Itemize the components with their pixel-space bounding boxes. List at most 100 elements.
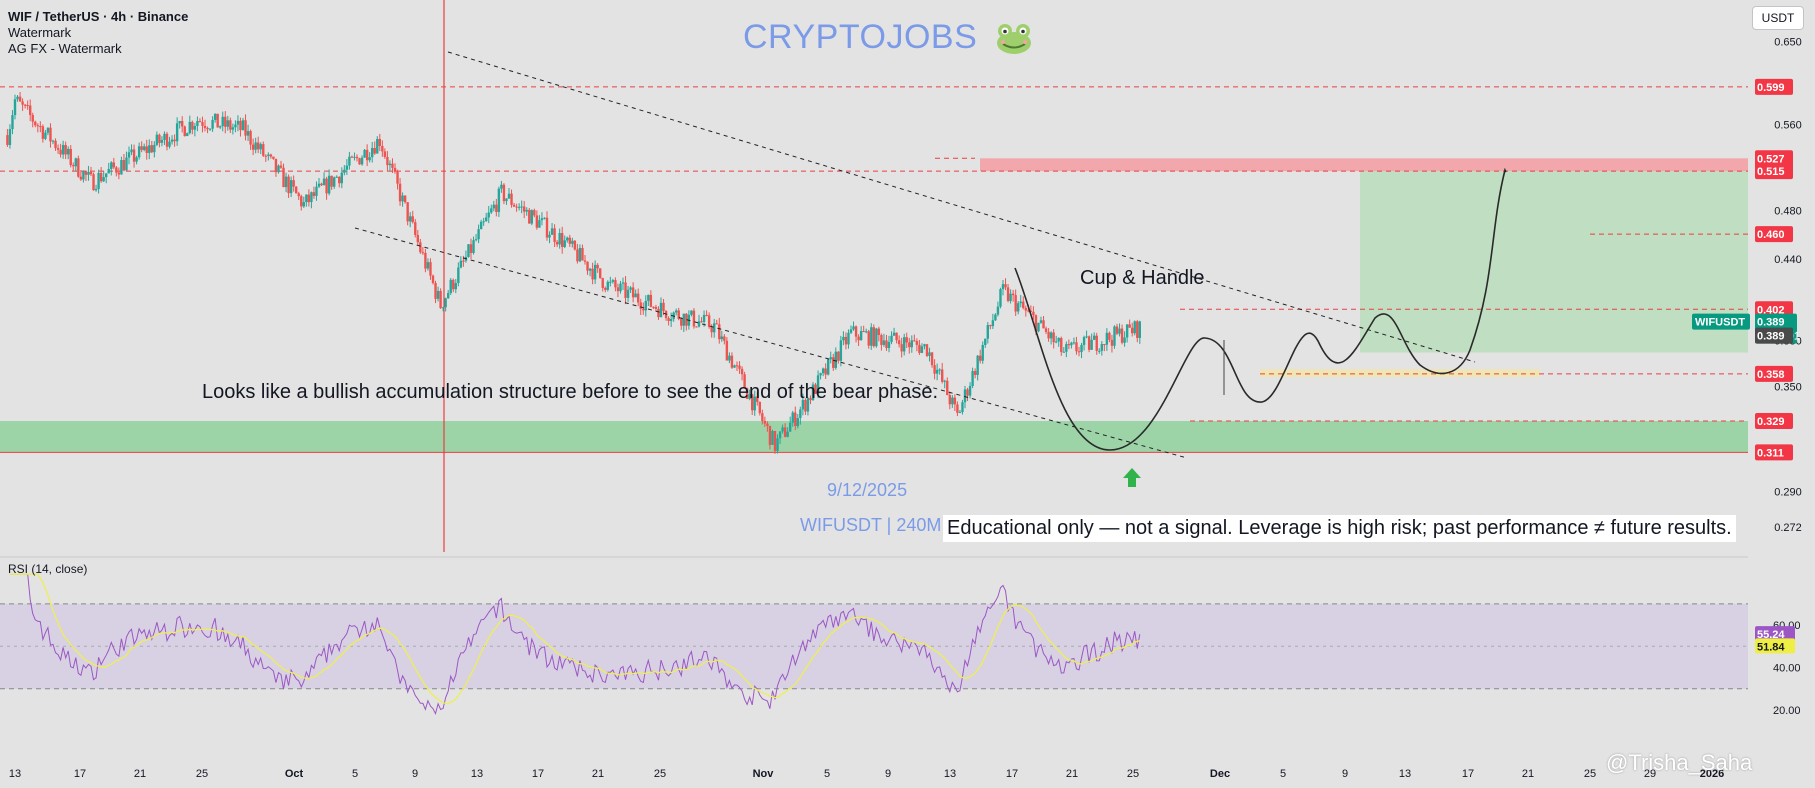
candle-up [834, 351, 837, 368]
brand-name: CRYPTOJOBS [743, 18, 978, 56]
candle-up [621, 282, 625, 284]
symbol-watermark: WIFUSDT | 240M [800, 515, 942, 535]
candle-up [578, 247, 582, 262]
candle-down [1115, 326, 1119, 334]
candle-down [421, 252, 425, 254]
time-tick-label: 17 [1462, 768, 1474, 780]
candle-down [1004, 284, 1007, 288]
candle-up [267, 154, 270, 156]
currency-selector[interactable]: USDT [1752, 6, 1804, 30]
resistance-zone [980, 158, 1748, 172]
candle-down [933, 365, 936, 374]
candle-up [505, 198, 508, 202]
candle-up [467, 244, 470, 257]
price-axis-bg [1748, 0, 1815, 788]
price-tick-label: 0.440 [1774, 254, 1802, 266]
candle-up [343, 169, 346, 173]
candle-down [946, 380, 949, 396]
candle-up [801, 400, 805, 410]
candle-up [1037, 322, 1040, 332]
candle-down [140, 146, 143, 150]
time-tick-label: 17 [74, 768, 86, 780]
candle-up [102, 177, 105, 182]
candle-up [160, 139, 164, 143]
candle-down [54, 140, 57, 149]
candle-down [373, 147, 376, 154]
candle-down [434, 283, 437, 299]
candle-up [474, 239, 478, 241]
watermark-indicator[interactable]: Watermark [8, 25, 72, 40]
candle-up [284, 176, 288, 188]
candle-down [279, 165, 283, 168]
candle-down [403, 195, 407, 203]
time-tick-label: 13 [944, 768, 956, 780]
candle-up [910, 340, 913, 348]
candle-up [67, 148, 70, 155]
candle-down [18, 96, 22, 102]
candle-up [609, 281, 612, 283]
disclaimer-text: Educational only — not a signal. Leverag… [943, 515, 1736, 542]
candle-up [920, 346, 924, 353]
candle-up [593, 264, 597, 280]
candle-up [368, 157, 371, 161]
candle-up [943, 380, 946, 382]
candle-up [305, 194, 308, 203]
candle-up [984, 338, 987, 345]
candle-down [649, 294, 653, 307]
candle-up [1105, 332, 1109, 345]
candle-up [175, 123, 179, 142]
candle-down [809, 398, 812, 401]
candle-down [743, 374, 746, 389]
candle-up [619, 283, 622, 292]
candle-down [692, 310, 696, 327]
candle-down [355, 156, 359, 159]
rsi-ma-badge: 51.84 [1757, 641, 1785, 653]
candle-down [411, 216, 414, 223]
candle-up [865, 331, 868, 333]
candle-down [112, 162, 115, 168]
candle-down [84, 171, 88, 175]
candle-down [391, 163, 394, 168]
candle-down [913, 340, 916, 342]
candle-down [264, 155, 267, 157]
candle-down [300, 196, 303, 207]
price-level-badge-bg [1755, 163, 1793, 180]
candle-up [16, 96, 19, 100]
candle-up [530, 210, 533, 224]
candle-up [520, 206, 523, 208]
rsi-indicator-label[interactable]: RSI (14, close) [8, 562, 88, 576]
candle-down [1006, 287, 1010, 301]
candle-down [122, 160, 126, 171]
candle-down [1103, 344, 1106, 346]
candle-down [181, 121, 184, 127]
candle-down [794, 412, 797, 427]
candle-up [507, 193, 511, 199]
candle-up [991, 320, 995, 327]
candle-down [69, 148, 72, 166]
thesis-text: Looks like a bullish accumulation struct… [202, 381, 939, 403]
candle-down [396, 171, 399, 184]
pattern-label: Cup & Handle [1080, 267, 1205, 289]
agfx-watermark-indicator[interactable]: AG FX - Watermark [8, 41, 122, 56]
time-tick-label: 17 [1006, 768, 1018, 780]
candle-up [827, 359, 830, 375]
candle-down [555, 241, 559, 245]
candle-up [859, 331, 863, 341]
candle-down [173, 139, 176, 142]
candle-down [867, 331, 870, 346]
candle-down [350, 156, 354, 158]
candle-down [307, 194, 311, 203]
candle-down [1044, 328, 1048, 332]
candle-down [979, 355, 982, 361]
candle-down [1131, 327, 1134, 334]
candle-down [804, 400, 807, 412]
candle-down [1024, 308, 1027, 311]
candle-down [824, 368, 827, 375]
candle-down [725, 340, 729, 361]
candle-up [231, 127, 235, 130]
candle-down [312, 192, 316, 196]
candle-down [1029, 310, 1033, 312]
candle-up [259, 144, 262, 150]
candle-up [82, 171, 85, 180]
candle-up [120, 160, 123, 175]
